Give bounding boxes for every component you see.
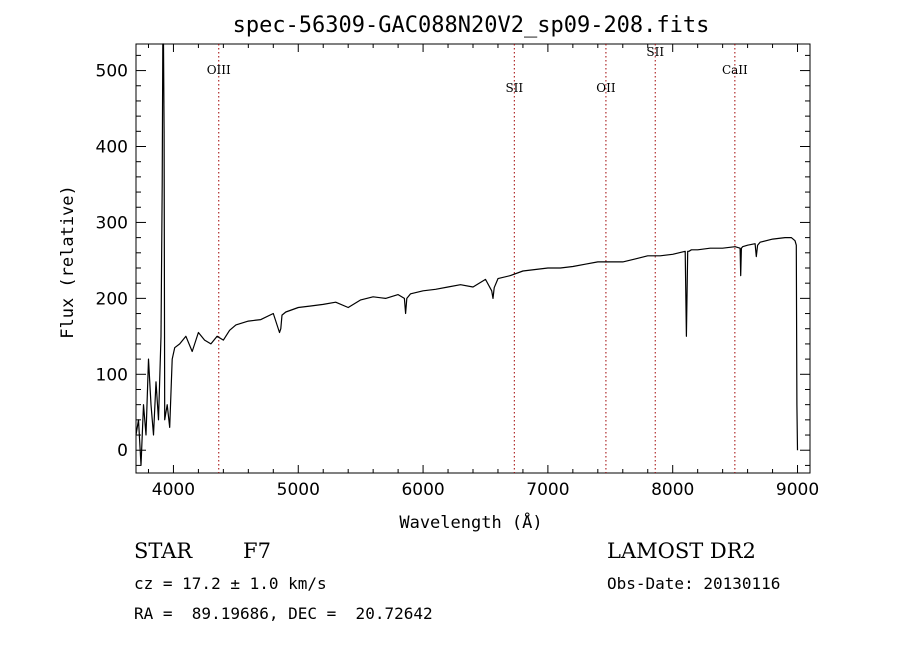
x-tick-label: 5000 — [277, 480, 320, 500]
y-axis-label: Flux (relative) — [58, 185, 78, 339]
y-tick-label: 500 — [96, 62, 128, 82]
x-tick-label: 9000 — [776, 480, 819, 500]
line-marker-label: OIII — [207, 63, 231, 77]
object-subclass: F7 — [243, 539, 271, 563]
observation-date: Obs-Date: 20130116 — [607, 574, 781, 593]
y-tick-label: 400 — [96, 138, 128, 158]
y-tick-label: 300 — [96, 213, 128, 233]
line-marker-label: SII — [505, 81, 523, 95]
x-tick-label: 6000 — [401, 480, 444, 500]
line-marker-label: OII — [596, 81, 616, 95]
y-tick-label: 0 — [117, 441, 128, 461]
object-type: STAR — [134, 539, 193, 563]
axis-ticks: 4000 5000 6000 7000 8000 9000 0 100 200 300 400 500 — [96, 44, 819, 500]
x-tick-label: 4000 — [152, 480, 195, 500]
line-marker-label: CaII — [722, 63, 748, 77]
redshift-velocity: cz = 17.2 ± 1.0 km/s — [134, 574, 327, 593]
spectrum-line — [135, 43, 799, 466]
plot-frame — [135, 43, 811, 474]
emission-line-markers: OIII SII OII SII CaII — [207, 44, 748, 473]
x-tick-label: 7000 — [526, 480, 569, 500]
survey-name: LAMOST DR2 — [607, 539, 756, 563]
y-tick-label: 200 — [96, 289, 128, 309]
spectrum-series — [135, 43, 799, 466]
line-marker-label: SII — [646, 45, 664, 59]
x-tick-label: 8000 — [651, 480, 694, 500]
y-tick-label: 100 — [96, 365, 128, 385]
chart-title: spec-56309-GAC088N20V2_sp09-208.fits — [233, 13, 710, 38]
sky-coordinates: RA = 89.19686, DEC = 20.72642 — [134, 604, 433, 623]
x-axis-label: Wavelength (Å) — [399, 511, 542, 533]
